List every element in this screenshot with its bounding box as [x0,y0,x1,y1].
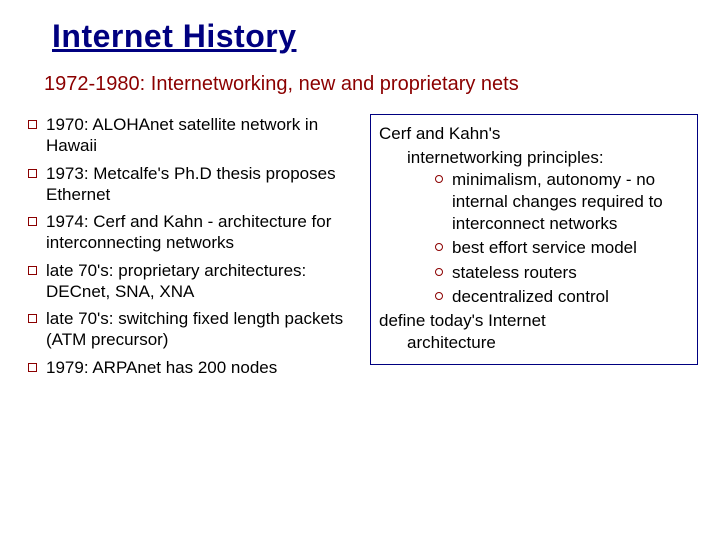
square-bullet-icon [28,169,37,178]
principles-box: Cerf and Kahn's internetworking principl… [370,114,698,365]
list-item: 1970: ALOHAnet satellite network in Hawa… [28,114,362,157]
left-column: 1970: ALOHAnet satellite network in Hawa… [24,114,362,384]
circle-bullet-icon [435,243,443,251]
right-column: Cerf and Kahn's internetworking principl… [370,114,698,384]
box-footer-line: define today's Internet [379,310,689,332]
content-columns: 1970: ALOHAnet satellite network in Hawa… [24,114,700,384]
sub-text: stateless routers [452,262,689,284]
bullet-text: 1974: Cerf and Kahn - architecture for i… [46,211,362,254]
square-bullet-icon [28,120,37,129]
list-item: late 70's: proprietary architectures: DE… [28,260,362,303]
square-bullet-icon [28,266,37,275]
sub-list-item: decentralized control [379,286,689,308]
list-item: 1974: Cerf and Kahn - architecture for i… [28,211,362,254]
sub-list-item: stateless routers [379,262,689,284]
list-item: 1979: ARPAnet has 200 nodes [28,357,362,378]
box-intro-line: internetworking principles: [379,147,689,169]
circle-bullet-icon [435,175,443,183]
box-footer-line: architecture [379,332,689,354]
circle-bullet-icon [435,292,443,300]
square-bullet-icon [28,217,37,226]
sub-text: best effort service model [452,237,689,259]
bullet-text: 1970: ALOHAnet satellite network in Hawa… [46,114,362,157]
sub-list-item: best effort service model [379,237,689,259]
list-item: late 70's: switching fixed length packet… [28,308,362,351]
sub-text: minimalism, autonomy - no internal chang… [452,169,689,235]
page-subtitle: 1972-1980: Internetworking, new and prop… [44,73,700,96]
bullet-text: 1979: ARPAnet has 200 nodes [46,357,362,378]
list-item: 1973: Metcalfe's Ph.D thesis proposes Et… [28,163,362,206]
square-bullet-icon [28,314,37,323]
box-intro-line: Cerf and Kahn's [379,123,689,145]
circle-bullet-icon [435,268,443,276]
bullet-text: late 70's: proprietary architectures: DE… [46,260,362,303]
sub-text: decentralized control [452,286,689,308]
sub-list-item: minimalism, autonomy - no internal chang… [379,169,689,235]
bullet-text: late 70's: switching fixed length packet… [46,308,362,351]
page-title: Internet History [52,18,700,55]
square-bullet-icon [28,363,37,372]
bullet-text: 1973: Metcalfe's Ph.D thesis proposes Et… [46,163,362,206]
